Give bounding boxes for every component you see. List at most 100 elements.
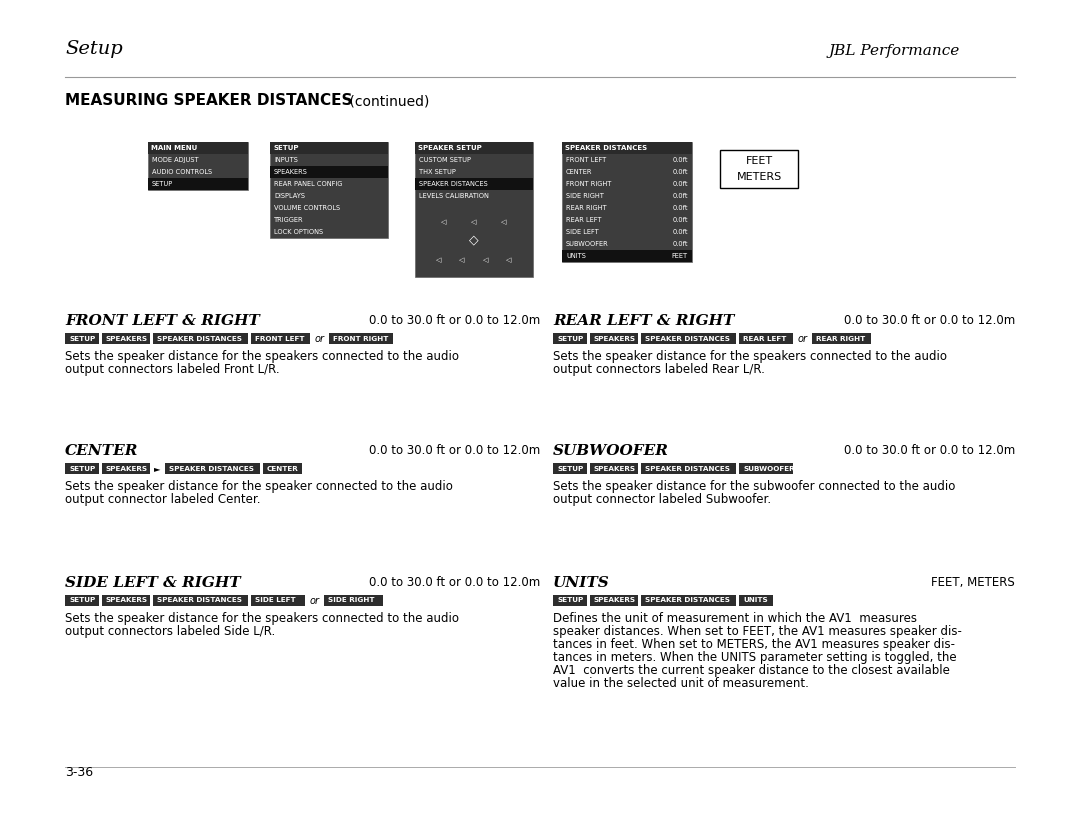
Bar bbox=[153, 595, 248, 606]
Text: ◁: ◁ bbox=[484, 257, 488, 263]
Bar bbox=[590, 595, 638, 606]
Bar bbox=[739, 595, 772, 606]
Bar bbox=[590, 463, 638, 474]
Text: (continued): (continued) bbox=[345, 94, 430, 108]
Text: 0.0ft: 0.0ft bbox=[673, 181, 688, 187]
Text: Defines the unit of measurement in which the AV1  measures: Defines the unit of measurement in which… bbox=[553, 612, 917, 625]
Text: REAR RIGHT: REAR RIGHT bbox=[566, 205, 607, 211]
Text: 0.0 to 30.0 ft or 0.0 to 12.0m: 0.0 to 30.0 ft or 0.0 to 12.0m bbox=[843, 314, 1015, 327]
Text: FEET, METERS: FEET, METERS bbox=[931, 576, 1015, 589]
Text: 3-36: 3-36 bbox=[65, 766, 93, 779]
Text: SETUP: SETUP bbox=[69, 465, 95, 471]
Text: DISPLAYS: DISPLAYS bbox=[274, 193, 305, 199]
Bar bbox=[553, 595, 586, 606]
Text: FRONT RIGHT: FRONT RIGHT bbox=[333, 335, 389, 341]
Text: MODE ADJUST: MODE ADJUST bbox=[152, 157, 199, 163]
Text: REAR LEFT & RIGHT: REAR LEFT & RIGHT bbox=[553, 314, 734, 328]
Text: SETUP: SETUP bbox=[557, 597, 583, 604]
Bar bbox=[553, 333, 586, 344]
Text: ◇: ◇ bbox=[469, 234, 478, 247]
Text: SPEAKERS: SPEAKERS bbox=[106, 335, 148, 341]
Text: 0.0 to 30.0 ft or 0.0 to 12.0m: 0.0 to 30.0 ft or 0.0 to 12.0m bbox=[843, 444, 1015, 457]
Text: UNITS: UNITS bbox=[743, 597, 768, 604]
Text: SPEAKER DISTANCES: SPEAKER DISTANCES bbox=[170, 465, 254, 471]
Text: SETUP: SETUP bbox=[69, 597, 95, 604]
Text: FRONT LEFT & RIGHT: FRONT LEFT & RIGHT bbox=[65, 314, 260, 328]
Text: 0.0ft: 0.0ft bbox=[673, 241, 688, 247]
Text: output connector labeled Center.: output connector labeled Center. bbox=[65, 493, 260, 506]
Text: FEET: FEET bbox=[745, 156, 772, 166]
Bar bbox=[739, 463, 793, 474]
Text: TRIGGER: TRIGGER bbox=[274, 217, 303, 223]
Text: UNITS: UNITS bbox=[566, 253, 585, 259]
Text: 0.0ft: 0.0ft bbox=[673, 157, 688, 163]
Text: ►: ► bbox=[154, 464, 161, 473]
Text: AV1  converts the current speaker distance to the closest available: AV1 converts the current speaker distanc… bbox=[553, 664, 950, 677]
Bar bbox=[102, 595, 150, 606]
Bar bbox=[720, 150, 798, 188]
Bar bbox=[65, 333, 98, 344]
Text: 0.0 to 30.0 ft or 0.0 to 12.0m: 0.0 to 30.0 ft or 0.0 to 12.0m bbox=[368, 576, 540, 589]
Text: tances in meters. When the UNITS parameter setting is toggled, the: tances in meters. When the UNITS paramet… bbox=[553, 651, 957, 664]
Text: CUSTOM SETUP: CUSTOM SETUP bbox=[419, 157, 471, 163]
Text: 0.0ft: 0.0ft bbox=[673, 193, 688, 199]
Text: REAR LEFT: REAR LEFT bbox=[566, 217, 602, 223]
Text: METERS: METERS bbox=[737, 172, 782, 182]
Text: ◁: ◁ bbox=[501, 219, 507, 225]
Bar bbox=[553, 463, 586, 474]
Text: MEASURING SPEAKER DISTANCES: MEASURING SPEAKER DISTANCES bbox=[65, 93, 352, 108]
Text: THX SETUP: THX SETUP bbox=[419, 169, 456, 175]
Text: SIDE LEFT: SIDE LEFT bbox=[255, 597, 296, 604]
Bar bbox=[739, 333, 793, 344]
Bar bbox=[562, 250, 692, 262]
Text: Sets the speaker distance for the speakers connected to the audio: Sets the speaker distance for the speake… bbox=[65, 350, 459, 363]
Text: INPUTS: INPUTS bbox=[274, 157, 298, 163]
Text: VOLUME CONTROLS: VOLUME CONTROLS bbox=[274, 205, 340, 211]
Text: SETUP: SETUP bbox=[152, 181, 173, 187]
Bar bbox=[562, 142, 692, 154]
Text: SPEAKER DISTANCES: SPEAKER DISTANCES bbox=[646, 597, 730, 604]
Text: SPEAKERS: SPEAKERS bbox=[594, 465, 636, 471]
Text: 0.0ft: 0.0ft bbox=[673, 229, 688, 235]
Text: SPEAKERS: SPEAKERS bbox=[106, 465, 148, 471]
Text: SPEAKERS: SPEAKERS bbox=[274, 169, 308, 175]
Text: 0.0ft: 0.0ft bbox=[673, 169, 688, 175]
Text: REAR LEFT: REAR LEFT bbox=[743, 335, 786, 341]
Text: SUBWOOFER: SUBWOOFER bbox=[566, 241, 609, 247]
Bar bbox=[264, 463, 301, 474]
Text: CENTER: CENTER bbox=[566, 169, 593, 175]
Text: AUDIO CONTROLS: AUDIO CONTROLS bbox=[152, 169, 212, 175]
Text: speaker distances. When set to FEET, the AV1 measures speaker dis-: speaker distances. When set to FEET, the… bbox=[553, 625, 962, 638]
Text: SPEAKER DISTANCES: SPEAKER DISTANCES bbox=[158, 597, 242, 604]
Text: Sets the speaker distance for the speakers connected to the audio: Sets the speaker distance for the speake… bbox=[65, 612, 459, 625]
Text: SPEAKER DISTANCES: SPEAKER DISTANCES bbox=[646, 335, 730, 341]
Text: output connector labeled Subwoofer.: output connector labeled Subwoofer. bbox=[553, 493, 771, 506]
Text: ◁: ◁ bbox=[507, 257, 512, 263]
Bar bbox=[148, 142, 248, 190]
Text: SPEAKER DISTANCES: SPEAKER DISTANCES bbox=[565, 145, 647, 151]
Text: CENTER: CENTER bbox=[65, 444, 138, 458]
Bar bbox=[65, 595, 98, 606]
Text: JBL Performance: JBL Performance bbox=[828, 44, 960, 58]
Text: SUBWOOFER: SUBWOOFER bbox=[743, 465, 795, 471]
Bar bbox=[812, 333, 870, 344]
Text: value in the selected unit of measurement.: value in the selected unit of measuremen… bbox=[553, 677, 809, 690]
Text: or: or bbox=[310, 595, 320, 605]
Text: SETUP: SETUP bbox=[557, 465, 583, 471]
Text: REAR PANEL CONFIG: REAR PANEL CONFIG bbox=[274, 181, 342, 187]
Text: SIDE RIGHT: SIDE RIGHT bbox=[328, 597, 375, 604]
Text: SPEAKER DISTANCES: SPEAKER DISTANCES bbox=[158, 335, 242, 341]
Text: SIDE LEFT: SIDE LEFT bbox=[566, 229, 598, 235]
Bar bbox=[642, 595, 735, 606]
Bar bbox=[324, 595, 383, 606]
Bar bbox=[415, 178, 534, 190]
Text: SIDE LEFT & RIGHT: SIDE LEFT & RIGHT bbox=[65, 576, 241, 590]
Bar bbox=[415, 142, 534, 277]
Text: ◁: ◁ bbox=[442, 219, 447, 225]
Text: output connectors labeled Front L/R.: output connectors labeled Front L/R. bbox=[65, 363, 280, 376]
Bar bbox=[102, 463, 150, 474]
Text: FRONT LEFT: FRONT LEFT bbox=[255, 335, 305, 341]
Text: SPEAKER DISTANCES: SPEAKER DISTANCES bbox=[646, 465, 730, 471]
Bar bbox=[65, 463, 98, 474]
Bar bbox=[165, 463, 260, 474]
